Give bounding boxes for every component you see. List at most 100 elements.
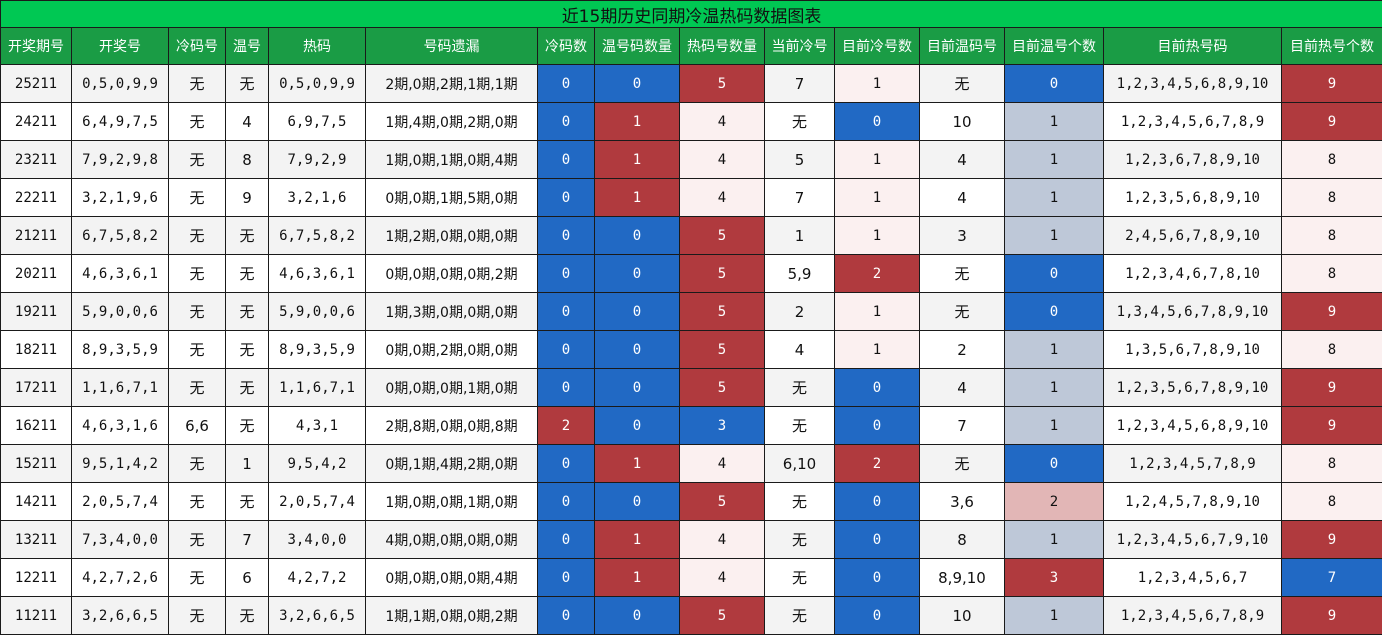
cell-warm: 无 — [226, 331, 269, 369]
cell-current-cold: 无 — [765, 103, 835, 141]
cell-now-cold-count: 2 — [835, 445, 920, 483]
cell-hot-count: 4 — [680, 179, 765, 217]
cell-hot: 0,5,0,9,9 — [269, 65, 366, 103]
cell-now-hot: 1,2,3,5,6,7,8,9,10 — [1104, 369, 1282, 407]
cell-draw: 7,3,4,0,0 — [72, 521, 169, 559]
cell-now-cold-count: 1 — [835, 141, 920, 179]
cell-cold-count: 0 — [538, 521, 595, 559]
cell-now-warm-count: 1 — [1005, 597, 1104, 635]
cell-warm: 8 — [226, 141, 269, 179]
cell-hot: 5,9,0,0,6 — [269, 293, 366, 331]
cell-warm-count: 0 — [595, 331, 680, 369]
cell-cold: 无 — [169, 65, 226, 103]
cell-now-warm: 3,6 — [920, 483, 1005, 521]
cell-hot-count: 4 — [680, 445, 765, 483]
cell-now-hot: 1,2,3,4,5,6,8,9,10 — [1104, 65, 1282, 103]
cell-now-hot: 1,2,3,5,6,8,9,10 — [1104, 179, 1282, 217]
cell-now-hot: 1,2,3,4,5,6,7,8,9 — [1104, 103, 1282, 141]
cell-hot-count: 4 — [680, 141, 765, 179]
cell-now-hot-count: 8 — [1282, 445, 1382, 483]
cell-now-hot: 1,2,3,4,5,6,7,8,9 — [1104, 597, 1282, 635]
cell-hot: 3,2,6,6,5 — [269, 597, 366, 635]
cell-now-hot-count: 9 — [1282, 521, 1382, 559]
cell-cold: 无 — [169, 331, 226, 369]
cell-now-hot: 1,2,3,4,5,6,7 — [1104, 559, 1282, 597]
header-now-warm-count: 目前温号个数 — [1005, 28, 1104, 65]
cell-hot-count: 5 — [680, 597, 765, 635]
cell-period: 24211 — [1, 103, 72, 141]
cell-warm-count: 1 — [595, 445, 680, 483]
cell-draw: 4,6,3,1,6 — [72, 407, 169, 445]
cell-period: 14211 — [1, 483, 72, 521]
cell-now-warm-count: 1 — [1005, 217, 1104, 255]
cell-cold-count: 0 — [538, 103, 595, 141]
cell-now-warm: 2 — [920, 331, 1005, 369]
cell-period: 16211 — [1, 407, 72, 445]
cell-miss: 0期,0期,0期,0期,2期 — [366, 255, 538, 293]
cell-hot-count: 5 — [680, 65, 765, 103]
cell-period: 22211 — [1, 179, 72, 217]
cell-current-cold: 1 — [765, 217, 835, 255]
cell-hot-count: 4 — [680, 559, 765, 597]
cell-draw: 1,1,6,7,1 — [72, 369, 169, 407]
cell-miss: 0期,1期,4期,2期,0期 — [366, 445, 538, 483]
cell-period: 18211 — [1, 331, 72, 369]
cell-cold-count: 0 — [538, 559, 595, 597]
cell-now-warm-count: 1 — [1005, 521, 1104, 559]
cell-now-warm-count: 3 — [1005, 559, 1104, 597]
cell-now-hot: 1,2,4,5,7,8,9,10 — [1104, 483, 1282, 521]
cell-now-hot-count: 9 — [1282, 103, 1382, 141]
cell-cold: 无 — [169, 103, 226, 141]
cell-period: 13211 — [1, 521, 72, 559]
cell-current-cold: 5 — [765, 141, 835, 179]
cell-current-cold: 无 — [765, 369, 835, 407]
header-hot-count: 热码号数量 — [680, 28, 765, 65]
cell-now-hot: 1,2,3,4,6,7,8,10 — [1104, 255, 1282, 293]
cell-warm-count: 0 — [595, 217, 680, 255]
cell-cold-count: 0 — [538, 483, 595, 521]
cell-current-cold: 2 — [765, 293, 835, 331]
header-now-cold-count: 目前冷号数 — [835, 28, 920, 65]
cell-hot: 7,9,2,9 — [269, 141, 366, 179]
cell-hot-count: 5 — [680, 483, 765, 521]
cell-cold-count: 0 — [538, 179, 595, 217]
cell-now-warm-count: 1 — [1005, 103, 1104, 141]
cell-now-hot-count: 9 — [1282, 65, 1382, 103]
cell-now-cold-count: 2 — [835, 255, 920, 293]
cell-cold-count: 0 — [538, 141, 595, 179]
cell-cold-count: 0 — [538, 255, 595, 293]
cell-now-warm-count: 1 — [1005, 407, 1104, 445]
cell-now-hot-count: 8 — [1282, 179, 1382, 217]
header-cold-count: 冷码数 — [538, 28, 595, 65]
cell-warm: 无 — [226, 597, 269, 635]
cell-period: 11211 — [1, 597, 72, 635]
cell-now-hot-count: 8 — [1282, 141, 1382, 179]
cell-hot-count: 3 — [680, 407, 765, 445]
cell-period: 17211 — [1, 369, 72, 407]
cell-draw: 4,6,3,6,1 — [72, 255, 169, 293]
cell-hot: 4,3,1 — [269, 407, 366, 445]
cell-draw: 7,9,2,9,8 — [72, 141, 169, 179]
cell-hot-count: 5 — [680, 369, 765, 407]
cell-warm: 无 — [226, 369, 269, 407]
cell-cold-count: 0 — [538, 65, 595, 103]
cell-warm-count: 0 — [595, 407, 680, 445]
cell-current-cold: 无 — [765, 597, 835, 635]
cell-cold-count: 0 — [538, 331, 595, 369]
cell-warm-count: 0 — [595, 483, 680, 521]
cell-hot: 2,0,5,7,4 — [269, 483, 366, 521]
cell-draw: 6,7,5,8,2 — [72, 217, 169, 255]
cell-warm: 4 — [226, 103, 269, 141]
cell-draw: 9,5,1,4,2 — [72, 445, 169, 483]
cell-now-hot: 1,2,3,4,5,6,8,9,10 — [1104, 407, 1282, 445]
header-period: 开奖期号 — [1, 28, 72, 65]
cell-miss: 1期,4期,0期,2期,0期 — [366, 103, 538, 141]
cell-cold-count: 0 — [538, 217, 595, 255]
